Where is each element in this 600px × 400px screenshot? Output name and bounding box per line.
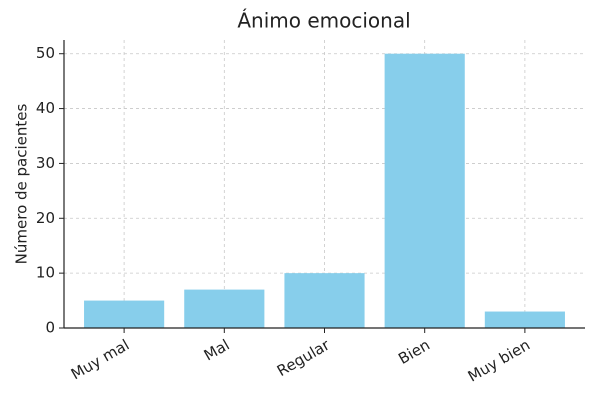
y-tick-label: 10 bbox=[36, 264, 55, 282]
bar bbox=[484, 311, 565, 328]
y-tick-label: 30 bbox=[36, 154, 55, 172]
y-tick-label: 40 bbox=[36, 99, 55, 117]
chart-title: Ánimo emocional bbox=[237, 9, 410, 33]
y-tick-label: 50 bbox=[36, 44, 55, 62]
x-tick-label: Muy bien bbox=[465, 336, 533, 386]
x-tick-label: Regular bbox=[274, 335, 334, 380]
x-tick-label: Mal bbox=[201, 336, 233, 365]
bar bbox=[184, 289, 265, 328]
bar bbox=[84, 300, 165, 328]
y-axis-label: Número de pacientes bbox=[13, 103, 31, 264]
x-tick-label: Bien bbox=[395, 336, 433, 368]
x-tick-label: Muy mal bbox=[68, 336, 132, 384]
bar bbox=[384, 53, 465, 328]
y-tick-label: 20 bbox=[36, 209, 55, 227]
bar bbox=[284, 273, 365, 328]
y-tick-label: 0 bbox=[45, 319, 55, 337]
